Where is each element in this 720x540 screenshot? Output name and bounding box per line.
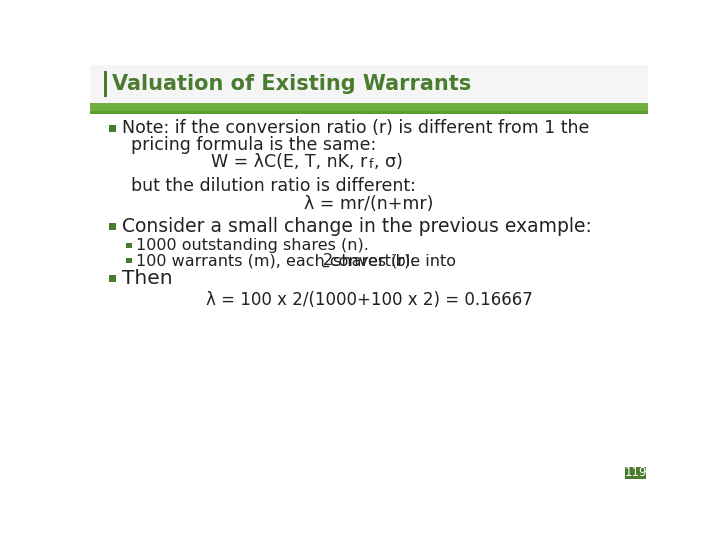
Text: Valuation of Existing Warrants: Valuation of Existing Warrants [112,74,471,94]
Bar [127,242,132,248]
Bar [109,125,117,132]
Bar [90,103,648,114]
Text: Note: if the conversion ratio (r) is different from 1 the: Note: if the conversion ratio (r) is dif… [122,119,589,137]
Bar [109,275,117,282]
Text: Consider a small change in the previous example:: Consider a small change in the previous … [122,217,592,236]
Text: , σ): , σ) [374,153,403,171]
Text: shares (r):: shares (r): [328,253,415,268]
Text: λ = mr/(n+mr): λ = mr/(n+mr) [305,195,433,213]
Text: f: f [369,158,374,171]
Text: pricing formula is the same:: pricing formula is the same: [131,136,377,154]
Text: but the dilution ratio is different:: but the dilution ratio is different: [131,178,416,195]
Bar [625,467,647,479]
Text: 2: 2 [323,253,333,268]
Text: λ = 100 x 2/(1000+100 x 2) = 0.16667: λ = 100 x 2/(1000+100 x 2) = 0.16667 [206,292,532,309]
Bar [127,258,132,264]
Text: W = λC(E, T, nK, r: W = λC(E, T, nK, r [211,153,367,171]
Bar [90,65,648,103]
Bar [109,224,117,231]
Text: Then: Then [122,268,172,288]
Bar [90,103,648,111]
Text: 100 warrants (m), each convertible into: 100 warrants (m), each convertible into [136,253,461,268]
Text: 1000 outstanding shares (n).: 1000 outstanding shares (n). [136,238,369,253]
Text: 119: 119 [624,467,647,480]
Bar [104,71,107,97]
